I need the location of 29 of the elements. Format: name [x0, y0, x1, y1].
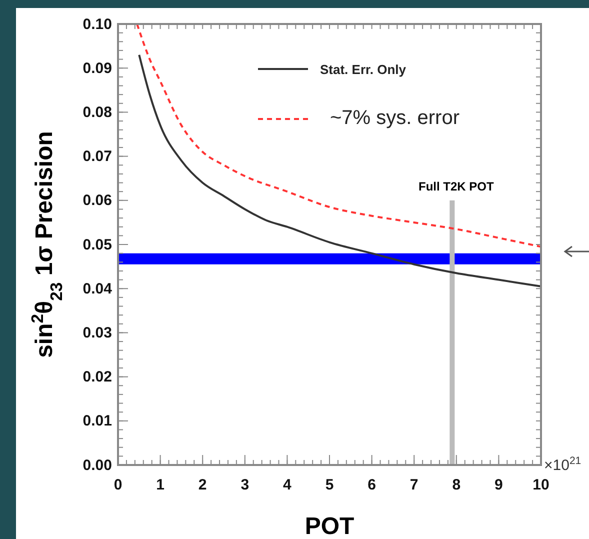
x-tick-label: 6 [368, 476, 376, 494]
line-series [136, 23, 542, 248]
x-tick-label: 2 [198, 476, 207, 494]
text: ×10$^{21}$ [544, 455, 582, 474]
x-tick-label: 4 [283, 476, 292, 494]
y-tick-label: 0.07 [82, 148, 112, 166]
x-tick-label: 8 [452, 476, 461, 494]
y-tick-label: 0.02 [82, 368, 112, 386]
y-tick-label: 0.08 [82, 104, 112, 121]
line-series [138, 54, 542, 288]
y-tick-label: 0.10 [82, 16, 112, 33]
x-axis-title: POT [304, 513, 355, 539]
y-tick-label: 0.04 [82, 280, 113, 298]
x-tick-label: 5 [325, 476, 334, 494]
y-tick-label: 0.06 [82, 192, 112, 210]
x-tick-label: 0 [114, 476, 122, 494]
legend-label: ~7% sys. error [330, 107, 460, 129]
y-tick-label: 0.03 [82, 324, 112, 342]
x-tick-label: 3 [240, 476, 250, 494]
legend-label: Stat. Err. Only [320, 62, 407, 77]
x-tick-label: 7 [410, 476, 418, 494]
x-tick-label: 9 [494, 476, 503, 494]
y-tick-label: 0.01 [82, 412, 112, 430]
x-tick-label: 10 [532, 476, 550, 494]
ref-line-label: Full T2K POT [418, 179, 494, 194]
y-tick-label: 0.05 [82, 236, 112, 254]
y-tick-label: 0.00 [82, 456, 112, 474]
y-tick-label: 0.09 [82, 60, 112, 77]
x-tick-label: 1 [156, 476, 164, 494]
